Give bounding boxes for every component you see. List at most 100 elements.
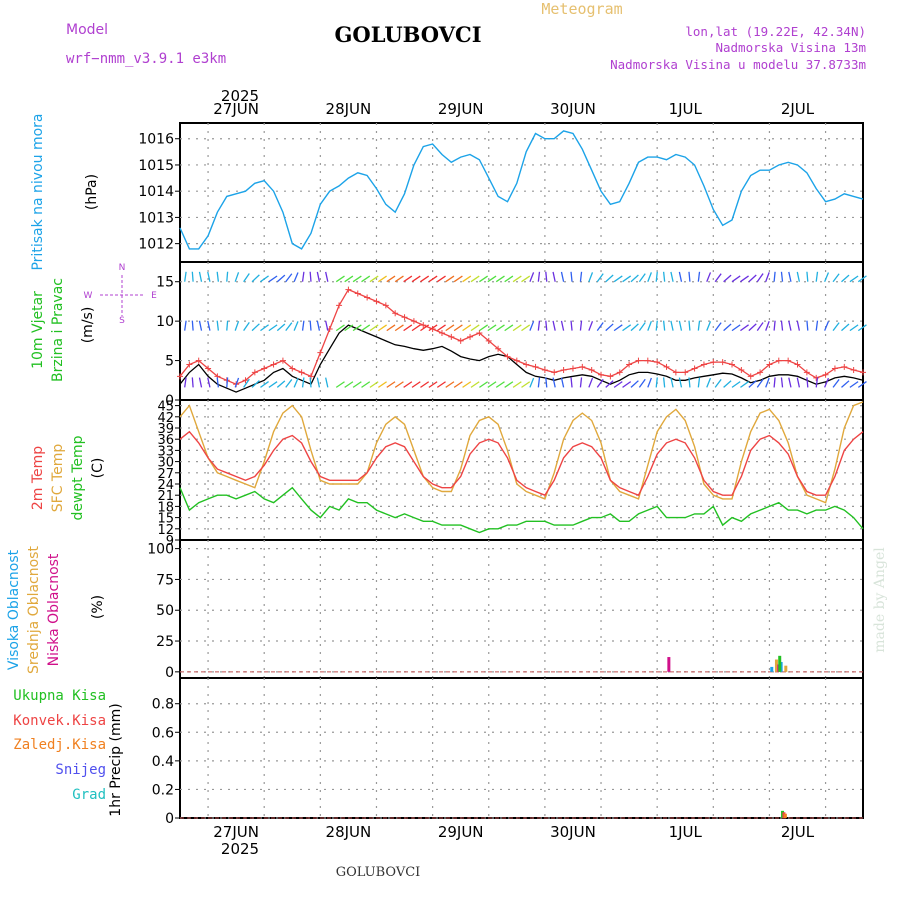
wind-arrow [622, 324, 632, 332]
day-label-top: 1JUL [669, 100, 703, 118]
precip-legend-item: Zaledj.Kisa [13, 737, 106, 753]
wind-arrow [207, 271, 211, 282]
low-cloud-axis-label: Niska Oblacnost [46, 553, 62, 666]
bar-precip [783, 813, 787, 818]
wind-arrow [335, 381, 345, 388]
wind-arrow [191, 271, 194, 282]
wind-arrow [537, 320, 541, 331]
wind-arrow [748, 380, 757, 388]
wind-arrow [361, 324, 371, 332]
day-label-top: 29JUN [438, 100, 484, 118]
series-line-temperature [179, 430, 864, 497]
wind-arrow [545, 320, 548, 331]
wind-arrow [234, 272, 240, 282]
wind-arrow [344, 275, 354, 283]
wind-arrow [344, 381, 354, 388]
gust-marker [345, 286, 352, 293]
wind-arrow [579, 377, 583, 388]
day-label-top: 27JUN [213, 100, 259, 118]
wind-arrow [243, 273, 250, 283]
lonlat-text: lon,lat (19.22E, 42.34N) [685, 24, 866, 39]
wind-arrow [268, 324, 278, 332]
wind-arrow [613, 275, 623, 283]
wind-arrow [647, 321, 652, 331]
wind-arrow [487, 381, 497, 388]
wind-arrow [630, 274, 639, 283]
gust-marker [710, 359, 717, 366]
y-tick-label-temperature: 24 [157, 478, 174, 493]
wind-arrow [521, 275, 531, 283]
y-tick-label-cloud: 0 [165, 665, 174, 681]
wind-arrow [309, 320, 312, 331]
wind-arrow [420, 275, 430, 283]
wind-arrow [670, 320, 674, 331]
wind-arrow [731, 324, 741, 332]
gust-marker [850, 367, 857, 374]
wind-arrow [504, 324, 514, 332]
wind-arrow [773, 271, 776, 282]
wind-arrow [765, 377, 770, 388]
y-tick-label-temperature: 18 [157, 500, 174, 515]
gust-marker [598, 371, 605, 378]
gust-marker [279, 357, 286, 364]
wind-arrow [495, 324, 505, 332]
wind-arrow [504, 381, 514, 388]
wind-arrow [309, 377, 312, 388]
wind-arrow [731, 275, 741, 283]
wind-arrow [512, 324, 522, 332]
wind-arrow [276, 323, 286, 332]
gust-marker [831, 365, 838, 372]
precip-legend-item: Konvek.Kisa [13, 713, 106, 729]
wind-arrow [841, 274, 850, 283]
gust-marker [261, 365, 268, 372]
y-tick-label-temperature: 21 [157, 489, 174, 504]
wind-arrow [361, 381, 371, 388]
wind-arrow [184, 377, 187, 388]
wind-arrow [216, 320, 220, 331]
wind-arrow [857, 275, 867, 283]
wind-arrow [638, 273, 646, 283]
series-line-temperature [179, 401, 864, 504]
wind-arrow [184, 320, 187, 331]
wind-arrow [285, 273, 293, 283]
wind-arrow [570, 320, 573, 331]
wind-arrow [630, 380, 639, 388]
wind-arrow [479, 275, 489, 283]
y-tick-label-temperature: 36 [157, 433, 174, 448]
gust-marker [738, 367, 745, 374]
y-tick-label-precip: 0.8 [152, 697, 174, 713]
wind-arrow [688, 377, 691, 388]
y-tick-label-temperature: 30 [157, 456, 174, 471]
gust-marker [682, 369, 689, 376]
wind-arrow [841, 380, 850, 388]
gust-marker [766, 361, 773, 368]
gust-marker [560, 367, 567, 374]
wind-arrow [731, 381, 741, 388]
wind-arrow [234, 320, 240, 331]
wind-arrow [276, 274, 286, 283]
wind-arrow [521, 324, 531, 332]
wind-arrow [344, 324, 354, 332]
y-tick-label-temperature: 27 [157, 467, 174, 482]
station-title: GOLUBOVCI [334, 22, 481, 47]
wind-arrow [723, 274, 732, 283]
gust-marker [588, 367, 595, 374]
gust-marker [663, 363, 670, 370]
gust-marker [205, 365, 212, 372]
y-tick-label-wind: 5 [165, 354, 174, 370]
wind-arrow [748, 323, 757, 332]
credit-text: made by Angel [872, 547, 888, 653]
y-tick-label-pressure: 1014 [138, 184, 174, 200]
model-elevation-text: Nadmorska Visina u modelu 37.8733m [610, 57, 866, 72]
day-label-bottom: 1JUL [669, 823, 703, 841]
wind-arrow [613, 381, 623, 388]
precip-legend-item: Snijeg [55, 762, 106, 778]
wind-arrow [316, 271, 321, 282]
gust-marker [373, 298, 380, 305]
wind-arrow [815, 377, 819, 388]
wind-arrow [198, 377, 203, 388]
gust-marker [757, 369, 764, 376]
wind-arrow [529, 377, 535, 388]
wind-arrow [688, 320, 691, 331]
wind-arrow [260, 275, 269, 283]
